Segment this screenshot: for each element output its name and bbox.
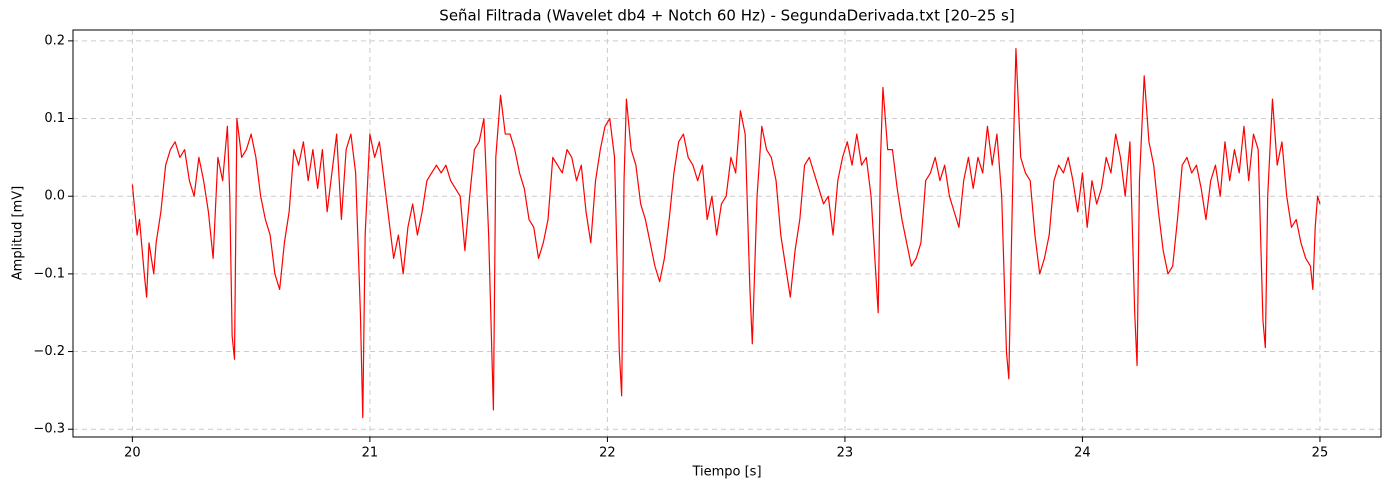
x-tick-label: 22	[599, 446, 616, 461]
x-tick-label: 24	[1074, 446, 1091, 461]
y-tick-label: 0.2	[44, 33, 65, 48]
signal-line	[131, 48, 1321, 419]
x-axis-label: Tiempo [s]	[691, 465, 761, 480]
x-tick-label: 21	[362, 446, 379, 461]
y-tick-label: −0.1	[33, 266, 65, 281]
x-tick-label: 23	[837, 446, 854, 461]
y-axis-label: Amplitud [mV]	[11, 186, 26, 280]
y-tick-label: −0.2	[33, 344, 65, 359]
y-tick-label: −0.3	[33, 422, 65, 437]
chart-title: Señal Filtrada (Wavelet db4 + Notch 60 H…	[439, 7, 1014, 25]
x-tick-label: 20	[124, 446, 141, 461]
plot-frame	[72, 29, 1382, 438]
y-tick-label: 0.0	[44, 189, 65, 204]
x-tick-label: 25	[1312, 446, 1329, 461]
y-tick-label: 0.1	[44, 111, 65, 126]
